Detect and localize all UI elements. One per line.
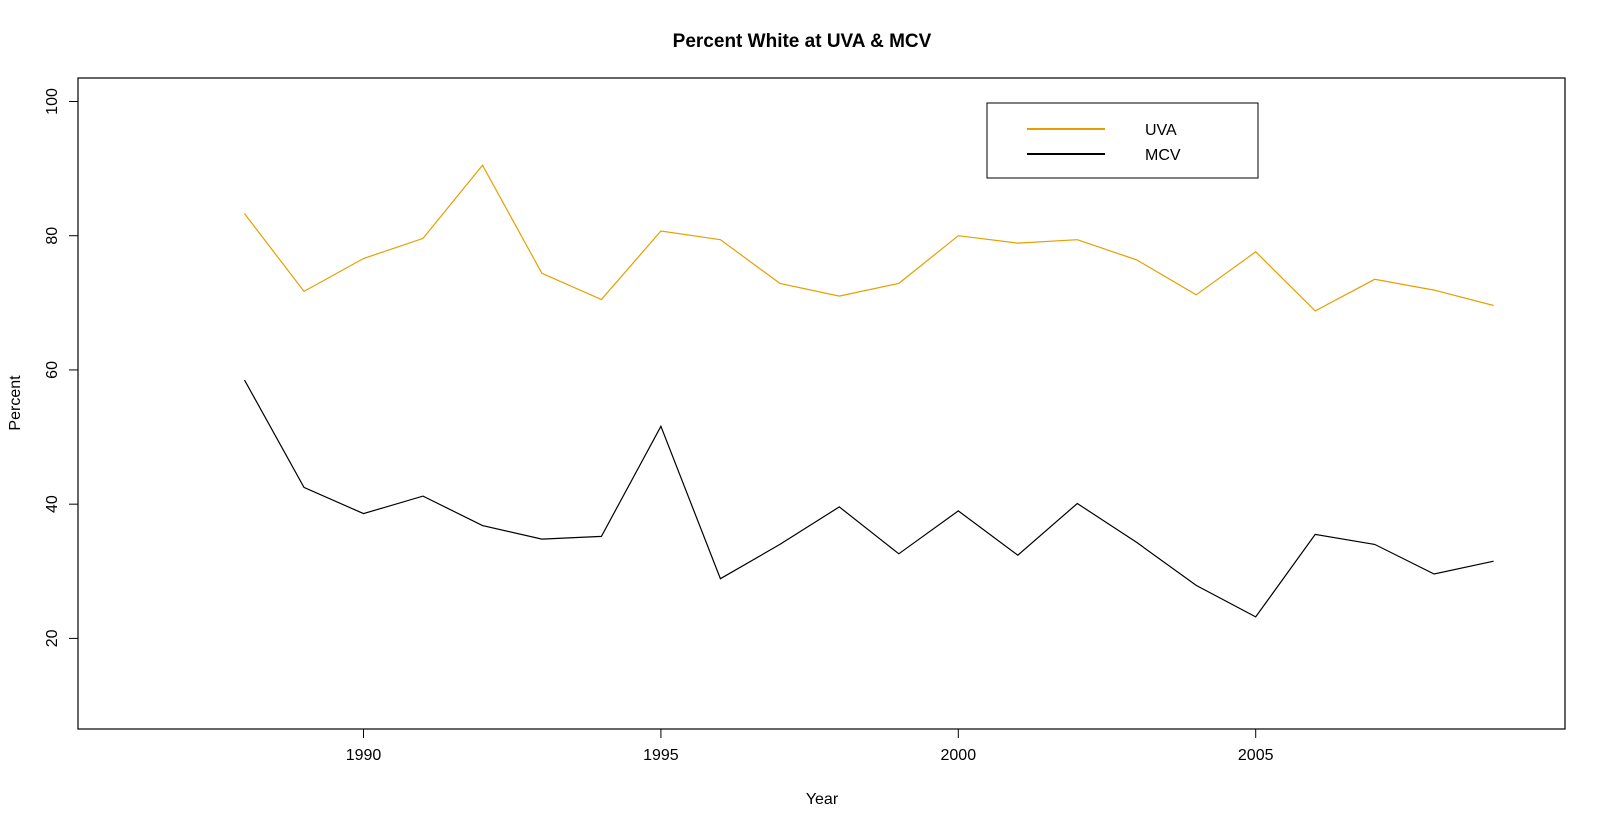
chart-title: Percent White at UVA & MCV	[673, 31, 932, 52]
legend: UVA MCV	[986, 102, 1259, 179]
legend-label-mcv: MCV	[1145, 147, 1181, 164]
y-tick-label: 80	[44, 227, 61, 245]
y-tick-label: 100	[44, 88, 61, 115]
x-tick-label: 1990	[346, 747, 382, 764]
series-line-uva	[244, 164, 1494, 312]
x-tick-label: 2000	[941, 747, 977, 764]
legend-label-uva: UVA	[1145, 122, 1177, 139]
x-tick-label: 2005	[1238, 747, 1274, 764]
x-axis: 1990 1995 2000 2005	[346, 729, 1274, 764]
plot-area-border	[77, 77, 1566, 730]
series-line-mcv	[243, 379, 1494, 618]
legend-box	[986, 102, 1259, 179]
y-tick-label: 60	[44, 361, 61, 379]
x-axis-label: Year	[806, 791, 839, 808]
x-tick-label: 1995	[643, 747, 679, 764]
y-tick-label: 40	[44, 495, 61, 513]
y-tick-label: 20	[44, 629, 61, 647]
y-axis-label: Percent	[7, 375, 24, 431]
series-layer	[243, 164, 1494, 618]
y-axis: 20 40 60 80 100	[44, 88, 78, 647]
